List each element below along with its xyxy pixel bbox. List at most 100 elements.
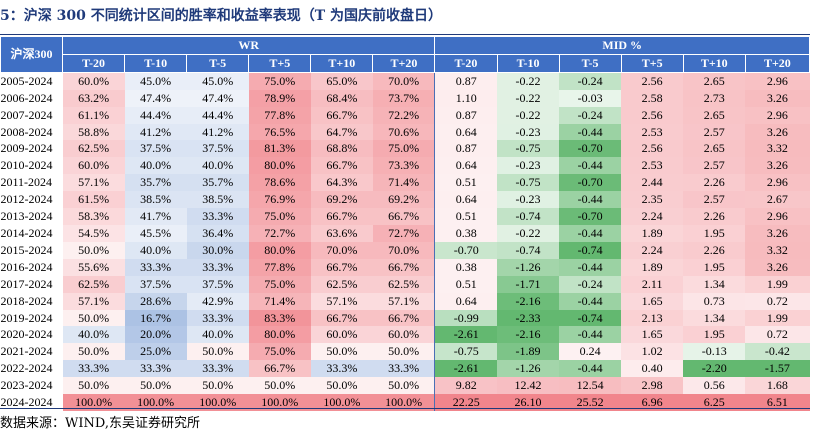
wr-cell: 47.4%: [124, 89, 187, 107]
wr-cell: 33.3%: [372, 360, 435, 378]
wr-cell: 35.7%: [186, 174, 249, 192]
row-label: 2019-2024: [0, 310, 53, 325]
wr-cell: 40.0%: [186, 326, 249, 344]
wr-cell: 66.7%: [372, 208, 435, 225]
wr-cell: 50.0%: [62, 309, 125, 327]
mid-cell: -2.61: [434, 360, 498, 378]
wr-cell: 33.3%: [186, 309, 249, 327]
wr-cell: 50.0%: [186, 377, 249, 395]
wr-cell: 100.0%: [124, 394, 187, 411]
mid-cell: 2.67: [745, 191, 810, 209]
wr-cell: 71.4%: [372, 174, 435, 192]
wr-cell: 58.8%: [62, 123, 125, 141]
mid-cell: 2.53: [621, 123, 684, 141]
mid-cell: -0.75: [434, 343, 498, 361]
wr-cell: 37.5%: [186, 140, 249, 158]
mid-cell: -0.22: [497, 72, 560, 90]
mid-cell: 12.42: [497, 377, 560, 395]
mid-cell: -0.23: [497, 123, 560, 141]
mid-cell: 0.73: [683, 292, 746, 310]
wr-cell: 64.7%: [310, 123, 373, 141]
table-row: 2009-2024 62.5% 37.5% 37.5% 81.3% 68.8% 75.0% 0…: [1, 140, 810, 158]
mid-cell: 0.72: [745, 326, 810, 344]
table-body: 2005-2024 60.0% 45.0% 45.0% 75.0% 65.0% 70.0% 0…: [1, 72, 810, 411]
mid-cell: -0.44: [559, 191, 622, 209]
column-header: T-10: [496, 53, 560, 73]
wr-cell: 76.5%: [248, 123, 311, 141]
wr-cell: 78.6%: [248, 174, 311, 192]
wr-cell: 66.7%: [310, 106, 373, 124]
mid-cell: 3.26: [745, 89, 810, 107]
wr-cell: 28.6%: [124, 292, 187, 310]
mid-cell: 1.65: [621, 326, 684, 344]
mid-cell: -0.23: [497, 157, 560, 175]
wr-cell: 80.0%: [248, 157, 311, 175]
mid-cell: 1.02: [621, 343, 684, 361]
mid-cell: 0.87: [434, 140, 498, 158]
mid-cell: -0.44: [559, 157, 622, 175]
wr-cell: 35.7%: [124, 174, 187, 192]
wr-cell: 83.3%: [248, 309, 311, 327]
mid-cell: 1.65: [621, 292, 684, 310]
wr-cell: 69.2%: [372, 191, 435, 209]
wr-cell: 62.5%: [62, 275, 125, 293]
wr-cell: 100.0%: [310, 394, 373, 411]
wr-cell: 40.0%: [124, 241, 187, 259]
mid-cell: 1.99: [745, 275, 810, 293]
wr-cell: 72.7%: [248, 224, 311, 242]
mid-cell: 2.96: [745, 72, 810, 90]
mid-cell: -0.70: [559, 140, 622, 158]
wr-cell: 70.0%: [310, 241, 373, 259]
mid-cell: 2.65: [683, 72, 746, 90]
row-label: 2005-2024: [0, 73, 53, 88]
table-row: 2010-2024 60.0% 40.0% 40.0% 80.0% 66.7% 73.3% 0…: [1, 157, 810, 175]
wr-cell: 60.0%: [62, 72, 125, 90]
wr-cell: 75.0%: [248, 208, 311, 225]
mid-cell: 12.54: [559, 377, 622, 395]
table-row: 2019-2024 50.0% 16.7% 33.3% 83.3% 66.7% 66.7% -…: [0, 309, 810, 327]
table-row: 2022-2024 33.3% 33.3% 33.3% 66.7% 33.3% 33.3% -…: [1, 360, 810, 378]
table-row: 2021-2024 50.0% 25.0% 50.0% 75.0% 50.0% 50.0% -…: [1, 343, 810, 361]
column-header: T+10: [682, 53, 746, 73]
table-row: 2014-2024 54.5% 45.5% 36.4% 72.7% 63.6% 72.7% 0…: [1, 224, 810, 242]
mid-cell: 1.34: [683, 309, 746, 327]
table-row: 2020-2024 40.0% 20.0% 40.0% 80.0% 60.0% 60.0% -…: [1, 326, 810, 344]
mid-cell: 3.26: [745, 157, 810, 175]
wr-cell: 50.0%: [124, 377, 187, 395]
mid-cell: 2.57: [683, 191, 746, 209]
mid-cell: 2.65: [683, 140, 746, 158]
mid-cell: 0.64: [434, 191, 498, 209]
wr-cell: 68.8%: [310, 140, 373, 158]
source-note: 数据来源：WIND,东吴证券研究所: [0, 416, 200, 431]
mid-cell: 2.44: [621, 174, 684, 192]
wr-cell: 50.0%: [310, 377, 373, 395]
mid-cell: 1.89: [621, 224, 684, 242]
wr-cell: 71.4%: [248, 292, 311, 310]
column-header: T+20: [372, 53, 436, 73]
wr-cell: 45.0%: [124, 72, 187, 90]
mid-cell: 2.26: [683, 208, 746, 225]
column-header: T+10: [310, 53, 374, 73]
wr-cell: 60.0%: [372, 326, 435, 344]
wr-cell: 66.7%: [372, 309, 435, 327]
wr-cell: 33.3%: [62, 360, 125, 378]
mid-cell: -1.26: [497, 258, 560, 276]
mid-cell: 2.24: [621, 241, 684, 259]
mid-cell: 0.64: [434, 123, 498, 141]
table-row: 2007-2024 61.1% 44.4% 44.4% 77.8% 66.7% 72.2% 0…: [1, 106, 810, 124]
group-header-row: 沪深300 WR MID %: [0, 36, 810, 73]
wr-cell: 45.0%: [186, 72, 249, 90]
mid-cell: -1.57: [745, 360, 810, 378]
wr-cell: 55.6%: [62, 258, 125, 276]
mid-cell: 1.95: [683, 258, 746, 276]
mid-cell: -0.70: [559, 208, 622, 225]
wr-cell: 33.3%: [186, 258, 249, 276]
mid-cell: -2.16: [497, 292, 560, 310]
mid-cell: -0.42: [745, 343, 810, 361]
mid-cell: 0.64: [434, 292, 498, 310]
table-row: 2008-2024 58.8% 41.2% 41.2% 76.5% 64.7% 70.6% 0…: [1, 123, 810, 141]
wr-cell: 78.9%: [248, 89, 311, 107]
table-row: 2015-2024 50.0% 40.0% 30.0% 80.0% 70.0% 70.0% -…: [1, 241, 810, 259]
mid-cell: 1.95: [683, 224, 746, 242]
wr-cell: 30.0%: [186, 241, 249, 259]
